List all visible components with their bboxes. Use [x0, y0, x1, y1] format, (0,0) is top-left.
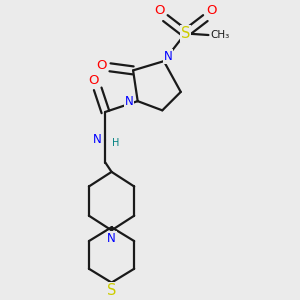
- Text: N: N: [107, 232, 116, 244]
- Text: S: S: [107, 283, 116, 298]
- Text: N: N: [164, 50, 173, 63]
- Text: O: O: [88, 74, 98, 87]
- Text: O: O: [96, 59, 107, 72]
- Text: S: S: [181, 26, 190, 41]
- Text: CH₃: CH₃: [211, 30, 230, 40]
- Text: H: H: [112, 138, 120, 148]
- Text: N: N: [92, 133, 101, 146]
- Text: O: O: [154, 4, 164, 17]
- Text: O: O: [206, 4, 217, 17]
- Text: N: N: [125, 94, 134, 108]
